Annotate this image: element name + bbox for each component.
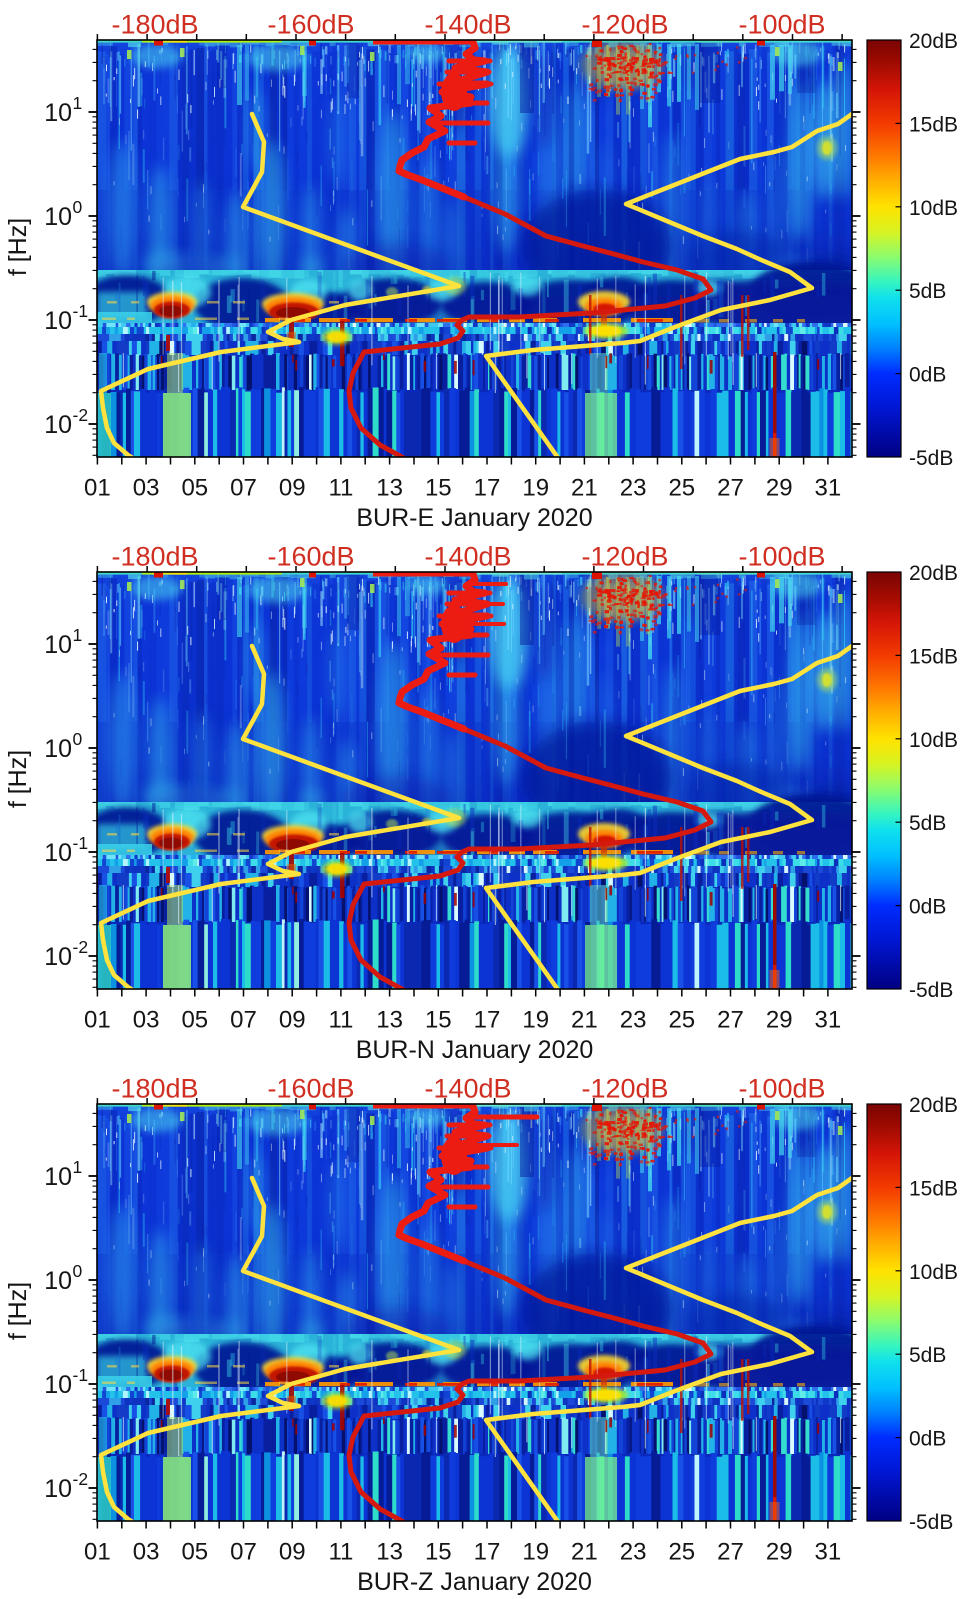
svg-text:BUR-N January 2020: BUR-N January 2020	[356, 1036, 594, 1064]
svg-text:BUR-E January 2020: BUR-E January 2020	[356, 504, 592, 532]
svg-text:BUR-Z January 2020: BUR-Z January 2020	[357, 1568, 592, 1596]
